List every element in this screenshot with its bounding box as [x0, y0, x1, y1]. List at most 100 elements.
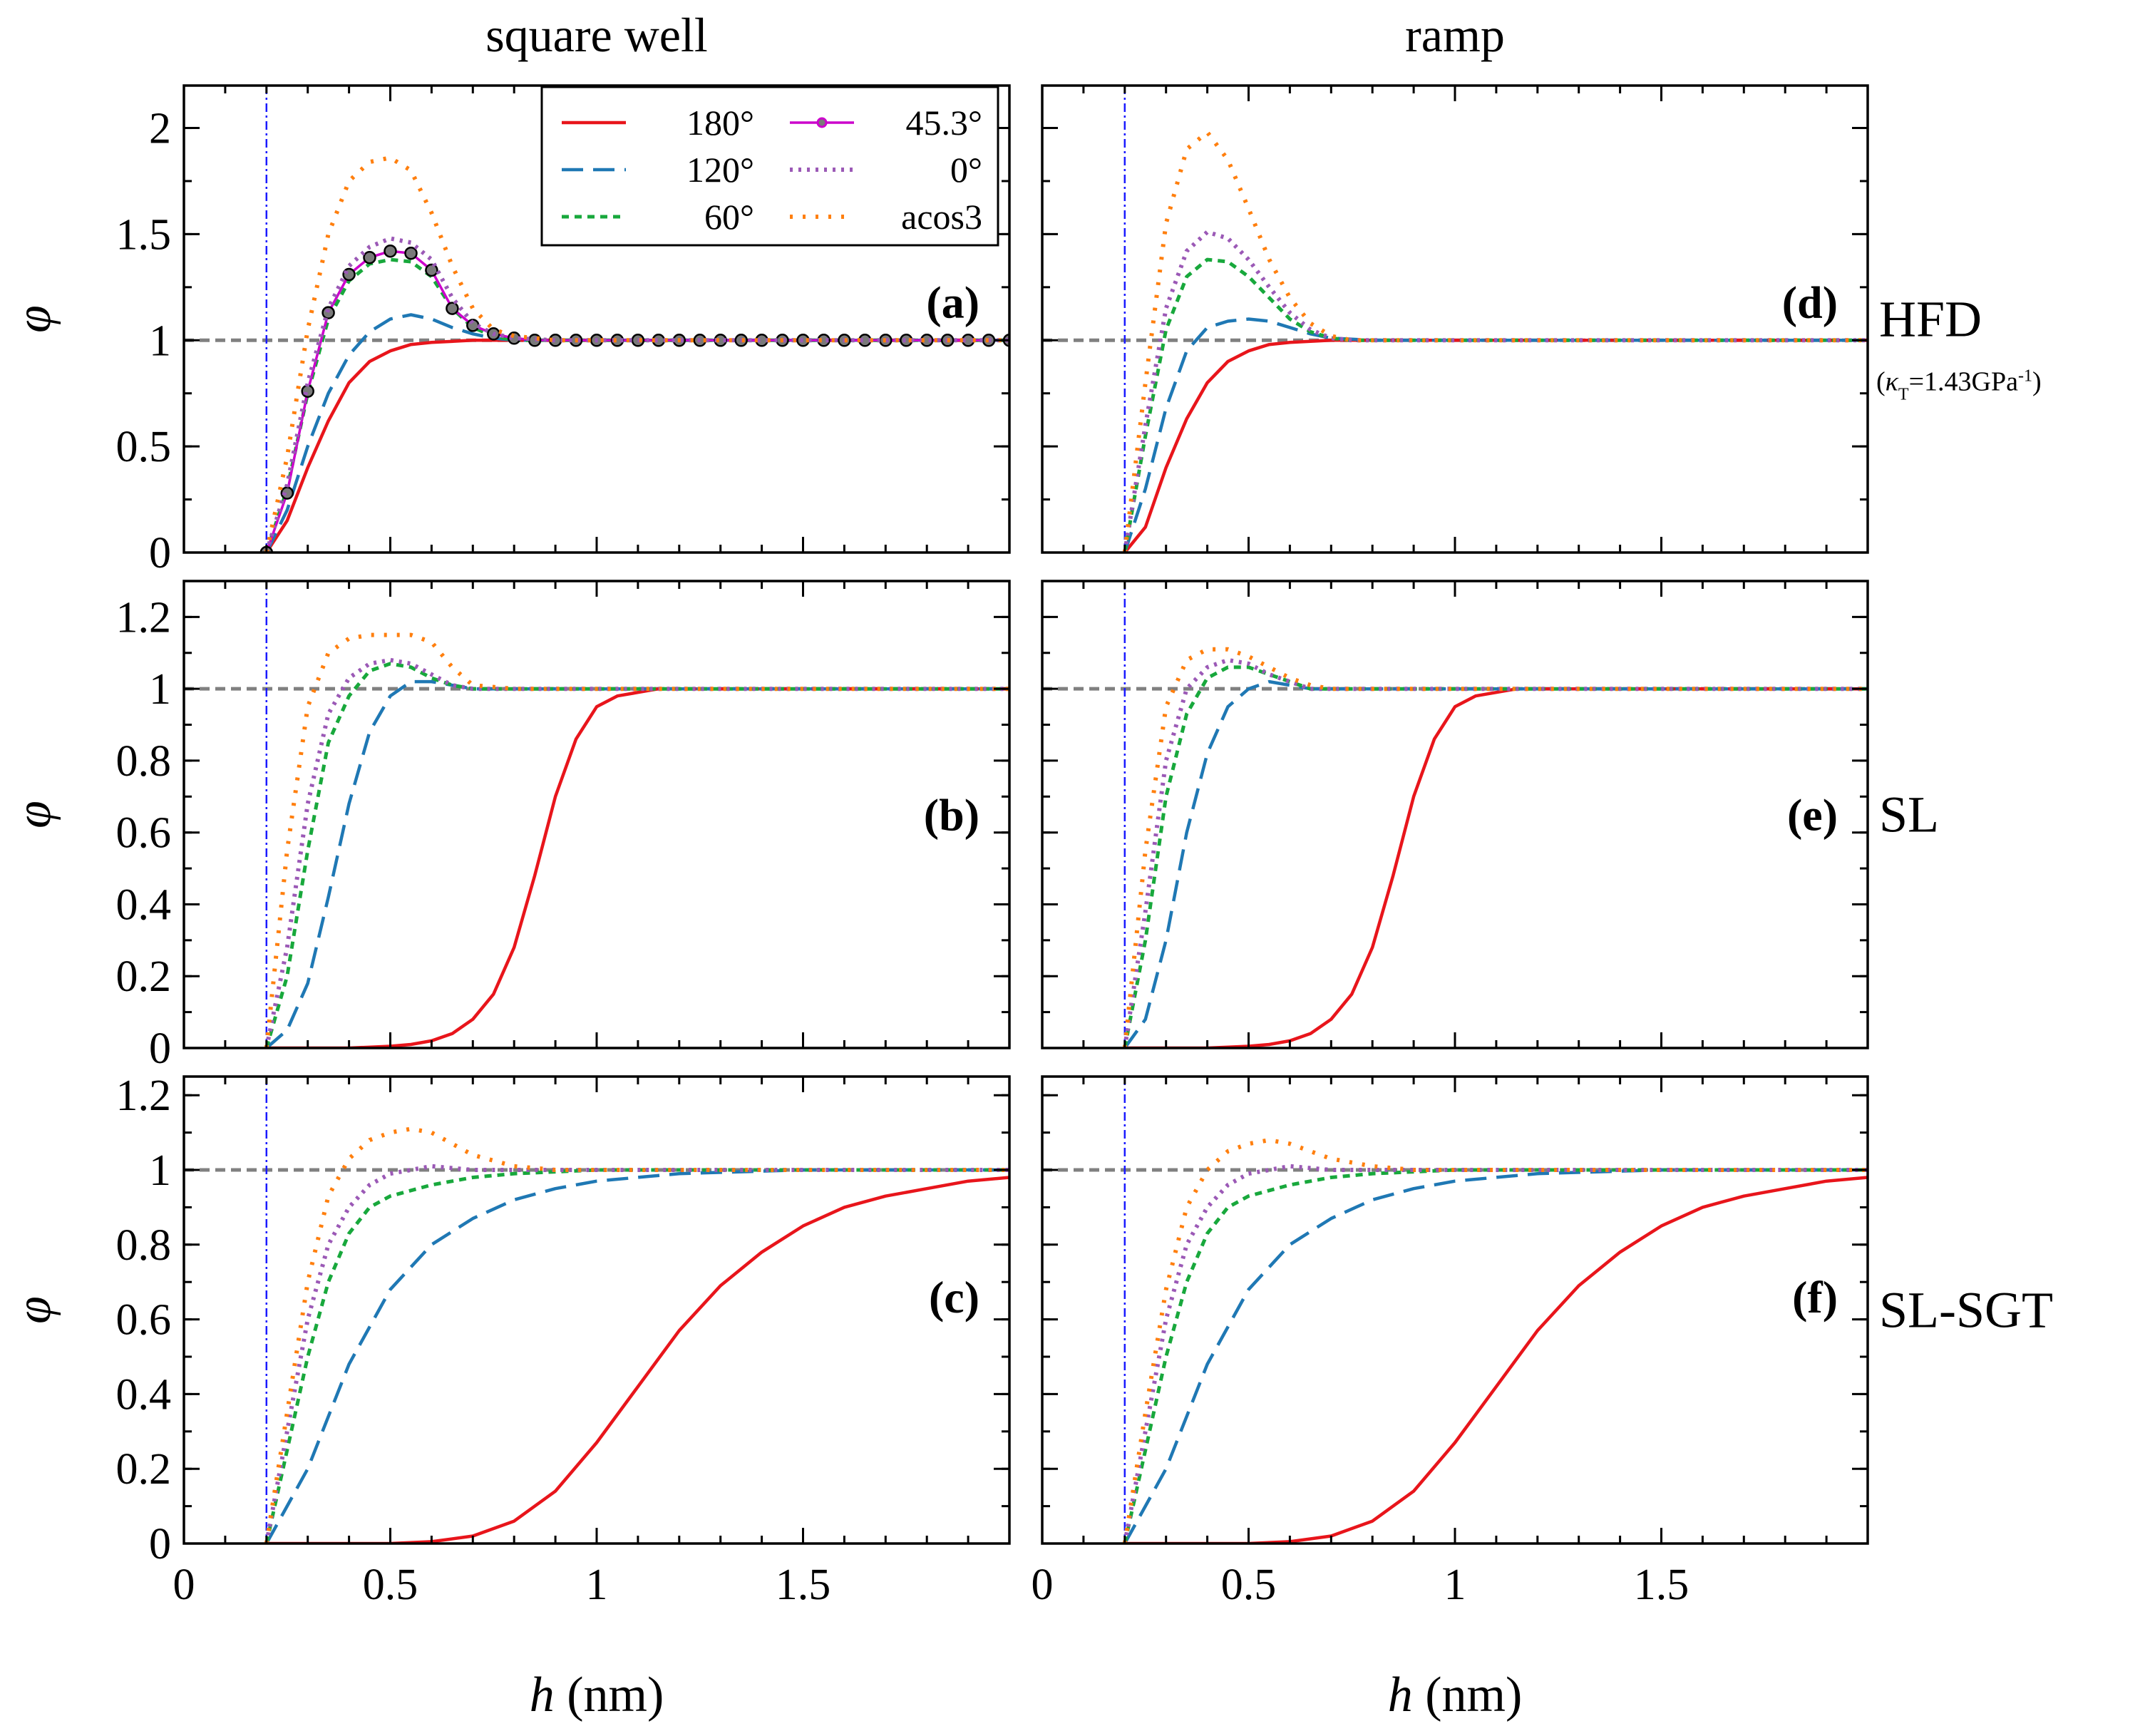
series-marker: [322, 306, 335, 319]
y-tick-label: 0.6: [116, 809, 172, 858]
legend-box: [540, 86, 999, 247]
column-title: ramp: [1405, 8, 1505, 62]
panel-label: (b): [924, 790, 979, 841]
y-tick-label: 0.8: [116, 1221, 172, 1270]
x-tick-label: 0.5: [363, 1561, 418, 1609]
x-axis-label-var: h: [530, 1668, 555, 1722]
series-line: [1123, 1176, 1868, 1544]
series-line: [1123, 665, 1868, 1048]
x-axis-label: h (nm): [1388, 1668, 1523, 1722]
legend-marker: [816, 117, 828, 128]
x-axis-label-unit: (nm): [555, 1668, 664, 1722]
x-tick-label: 1.5: [776, 1561, 831, 1609]
x-axis-label: h (nm): [530, 1668, 664, 1722]
series-group: [259, 155, 1009, 553]
series-line: [264, 339, 1009, 553]
series-line: [264, 657, 1009, 1048]
series-group: [1122, 1138, 1868, 1544]
plot-frame: [182, 1075, 1011, 1545]
series-marker: [404, 246, 418, 260]
series-line: [1123, 1168, 1868, 1544]
series-line: [264, 236, 1009, 553]
row-note-part: κ: [1886, 367, 1899, 397]
x-tick-label: 0.5: [1221, 1561, 1277, 1609]
x-tick-label: 1.5: [1634, 1561, 1689, 1609]
series-group: [264, 1126, 1009, 1544]
y-tick-label: 0.8: [116, 737, 172, 786]
y-tick-label: 2: [149, 105, 171, 153]
series-marker: [363, 250, 376, 264]
series-line: [264, 1126, 1009, 1544]
y-tick-label: 1: [149, 317, 171, 365]
series-line: [1123, 257, 1868, 553]
series-line: [264, 687, 1009, 1048]
legend-label: 180°: [686, 103, 754, 143]
y-tick-label: 1.2: [116, 1072, 172, 1120]
row-note-part: ): [2032, 367, 2042, 397]
series-line: [1123, 1168, 1868, 1544]
row-note-part: T: [1898, 386, 1909, 404]
series-marker: [301, 384, 314, 398]
y-tick-label: 0: [149, 1024, 171, 1073]
series-group: [1122, 130, 1868, 553]
series-group: [264, 632, 1009, 1048]
y-tick-label: 1.5: [116, 210, 172, 259]
row-note-part: -1: [2018, 367, 2032, 386]
row-note-part: =1.43GPa: [1909, 367, 2019, 397]
legend-label: 60°: [704, 197, 754, 237]
row-note-part: (: [1876, 367, 1886, 397]
x-tick-label: 1: [1444, 1561, 1466, 1609]
y-axis-label: φ: [6, 1296, 61, 1324]
panel-a: 0 0.5 1 1.5 2 φ (a) 180° 120° 60° 45.3° 0° acos3: [6, 84, 1011, 577]
plot-frame: [1041, 1075, 1869, 1545]
row-note: (κT=1.43GPa-1): [1876, 367, 2042, 404]
panel-c: 0 0.5 1 1.5 0 0.2 0.4 0.6 0.8 1 1.2 φ (c) h (nm): [6, 1072, 1011, 1722]
series-line: [264, 313, 1009, 553]
series-group: [1122, 647, 1868, 1048]
y-axis-label: φ: [6, 305, 61, 333]
series-line: [265, 250, 1009, 553]
x-tick-label: 0: [173, 1561, 195, 1609]
y-tick-label: 0.4: [116, 880, 172, 929]
panel-label: (e): [1787, 790, 1838, 841]
row-label: HFD: [1879, 291, 1982, 348]
series-line: [1123, 687, 1868, 1048]
y-tick-label: 0.5: [116, 423, 172, 471]
column-title: square well: [485, 8, 708, 62]
y-tick-label: 0.2: [116, 952, 172, 1001]
panel-label: (c): [929, 1272, 979, 1322]
series-line: [265, 679, 1009, 1048]
y-tick-label: 1: [149, 1146, 171, 1195]
panel-e: φ(e): [1041, 580, 1869, 1049]
legend-label: 120°: [686, 150, 754, 190]
x-axis-label-unit: (nm): [1413, 1668, 1523, 1722]
panel-label: (a): [926, 277, 979, 328]
legend-label: acos3: [901, 197, 982, 237]
series-line: [1122, 647, 1868, 1048]
series-marker: [280, 486, 294, 500]
legend-label: 45.3°: [906, 103, 983, 143]
series-line: [264, 632, 1009, 1048]
row-label: SL-SGT: [1879, 1282, 2053, 1339]
series-line: [1122, 657, 1868, 1048]
series-line: [264, 257, 1009, 553]
x-axis-label-var: h: [1388, 1668, 1413, 1722]
series-marker: [384, 244, 397, 258]
series-line: [1123, 317, 1868, 553]
y-tick-label: 1: [149, 665, 171, 714]
panel-d: φ(d): [1041, 84, 1869, 554]
y-tick-label: 0: [149, 529, 171, 577]
panel-f: 00.511.5φ(f)h (nm): [1032, 1075, 1869, 1722]
series-line: [264, 1168, 1009, 1544]
plot-frame: [1041, 580, 1869, 1049]
x-tick-label: 0: [1032, 1561, 1054, 1609]
series-line: [264, 1168, 1009, 1544]
series-line: [264, 1164, 1009, 1544]
series-line: [1122, 130, 1868, 553]
y-axis-label: φ: [6, 801, 61, 828]
y-tick-label: 0: [149, 1520, 171, 1568]
row-label: SL: [1879, 786, 1939, 843]
series-marker: [425, 263, 438, 277]
y-tick-label: 0.6: [116, 1296, 172, 1345]
